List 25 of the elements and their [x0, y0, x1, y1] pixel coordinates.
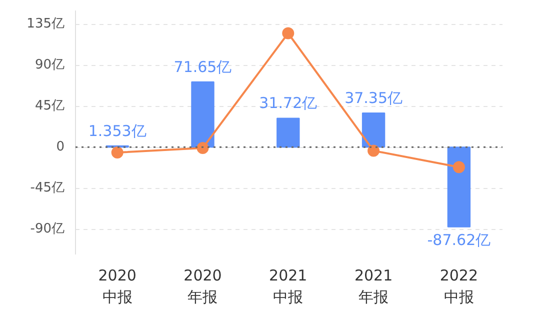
x-tick-label: 2020 年报 [184, 266, 222, 306]
point [368, 144, 380, 157]
x-tick-label: 2020 中报 [98, 266, 136, 306]
data-label: -87.62亿 [427, 230, 491, 249]
y-tick-label: 45亿 [34, 98, 65, 114]
x-tick-label: 2021 中报 [269, 266, 308, 306]
point [196, 142, 209, 154]
point [452, 161, 465, 174]
data-label: 1.353亿 [88, 122, 146, 140]
data-label: 71.65亿 [174, 58, 232, 76]
point [282, 27, 294, 40]
bar [447, 146, 471, 228]
y-tick-label: 0 [56, 140, 65, 155]
bar [276, 118, 300, 148]
bar [191, 81, 214, 148]
point [111, 146, 124, 159]
bar [362, 112, 386, 148]
data-label: 31.72亿 [259, 94, 318, 112]
data-label: 37.35亿 [344, 89, 403, 108]
y-tick-label: 90亿 [34, 58, 65, 73]
y-tick-label: -90亿 [30, 222, 64, 237]
y-tick-label: -45亿 [30, 180, 64, 196]
y-tick-label: 135亿 [26, 16, 65, 32]
x-tick-label: 2022 中报 [440, 266, 478, 306]
x-tick-label: 2021 年报 [354, 266, 393, 306]
